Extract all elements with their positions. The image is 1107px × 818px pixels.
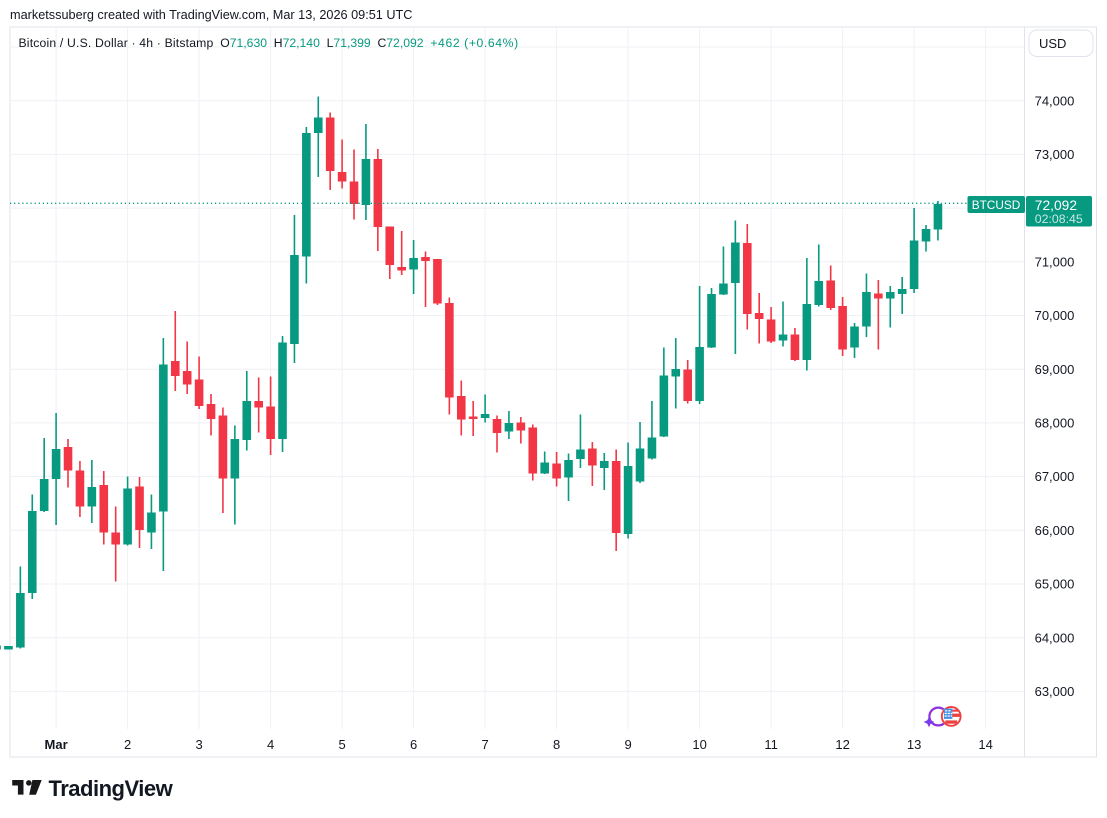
svg-text:14: 14 xyxy=(978,737,992,752)
svg-text:67,000: 67,000 xyxy=(1035,469,1075,484)
svg-text:9: 9 xyxy=(624,737,631,752)
svg-text:64,000: 64,000 xyxy=(1035,630,1075,645)
svg-text:USD: USD xyxy=(1039,36,1066,51)
svg-text:8: 8 xyxy=(553,737,560,752)
svg-text:13: 13 xyxy=(907,737,921,752)
svg-text:63,000: 63,000 xyxy=(1035,684,1075,699)
svg-text:72,092: 72,092 xyxy=(1035,198,1077,213)
svg-text:74,000: 74,000 xyxy=(1035,93,1075,108)
svg-text:02:08:45: 02:08:45 xyxy=(1035,212,1083,226)
svg-text:70,000: 70,000 xyxy=(1035,308,1075,323)
svg-text:68,000: 68,000 xyxy=(1035,416,1075,431)
svg-text:65,000: 65,000 xyxy=(1035,577,1075,592)
svg-text:6: 6 xyxy=(410,737,417,752)
svg-text:2: 2 xyxy=(124,737,131,752)
svg-text:66,000: 66,000 xyxy=(1035,523,1075,538)
svg-text:BTCUSD: BTCUSD xyxy=(972,198,1021,212)
svg-text:71,000: 71,000 xyxy=(1035,254,1075,269)
svg-text:12: 12 xyxy=(835,737,849,752)
svg-text:5: 5 xyxy=(338,737,345,752)
svg-text:Mar: Mar xyxy=(45,737,68,752)
svg-text:10: 10 xyxy=(692,737,706,752)
svg-text:7: 7 xyxy=(481,737,488,752)
svg-text:69,000: 69,000 xyxy=(1035,362,1075,377)
svg-text:3: 3 xyxy=(195,737,202,752)
svg-text:73,000: 73,000 xyxy=(1035,147,1075,162)
svg-text:11: 11 xyxy=(764,737,778,752)
svg-text:4: 4 xyxy=(267,737,274,752)
